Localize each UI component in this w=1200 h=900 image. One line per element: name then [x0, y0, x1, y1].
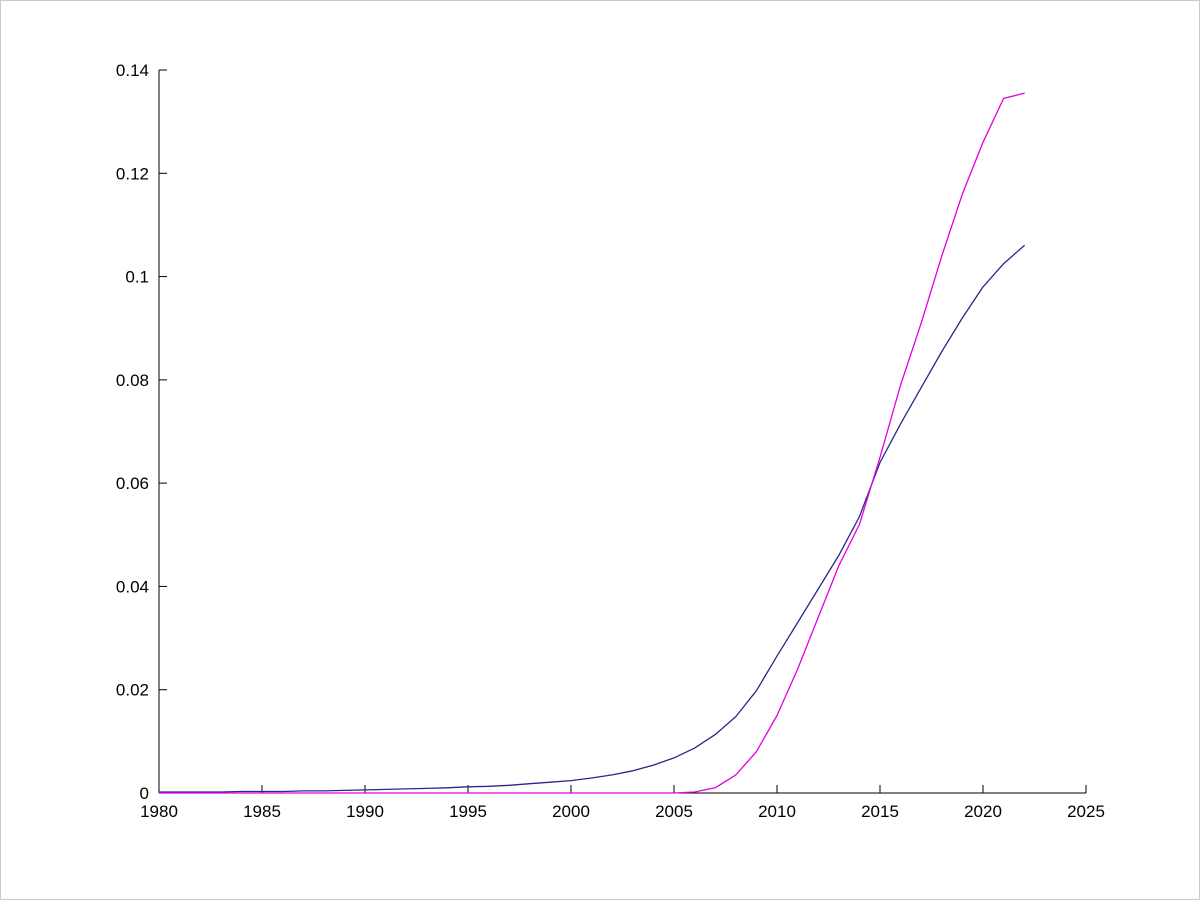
y-tick-label: 0.04: [116, 577, 149, 596]
y-tick-label: 0.08: [116, 371, 149, 390]
x-tick-label: 2015: [861, 802, 899, 821]
navy-curve-line: [158, 244, 1025, 793]
x-tick-label: 2000: [552, 802, 590, 821]
magenta-curve-line: [158, 92, 1025, 794]
x-tick-label: 2010: [758, 802, 796, 821]
x-tick-label: 2005: [655, 802, 693, 821]
x-tick-label: 2025: [1067, 802, 1105, 821]
y-tick-label: 0.14: [116, 61, 149, 80]
x-tick-label: 1985: [243, 802, 281, 821]
x-tick-label: 1990: [346, 802, 384, 821]
x-tick-label: 1980: [140, 802, 178, 821]
x-tick-label: 2020: [964, 802, 1002, 821]
y-tick-label: 0.12: [116, 164, 149, 183]
y-tick-label: 0.1: [125, 268, 149, 287]
y-tick-label: 0.06: [116, 474, 149, 493]
y-tick-label: 0.02: [116, 681, 149, 700]
y-tick-label: 0: [140, 784, 149, 803]
x-tick-label: 1995: [449, 802, 487, 821]
